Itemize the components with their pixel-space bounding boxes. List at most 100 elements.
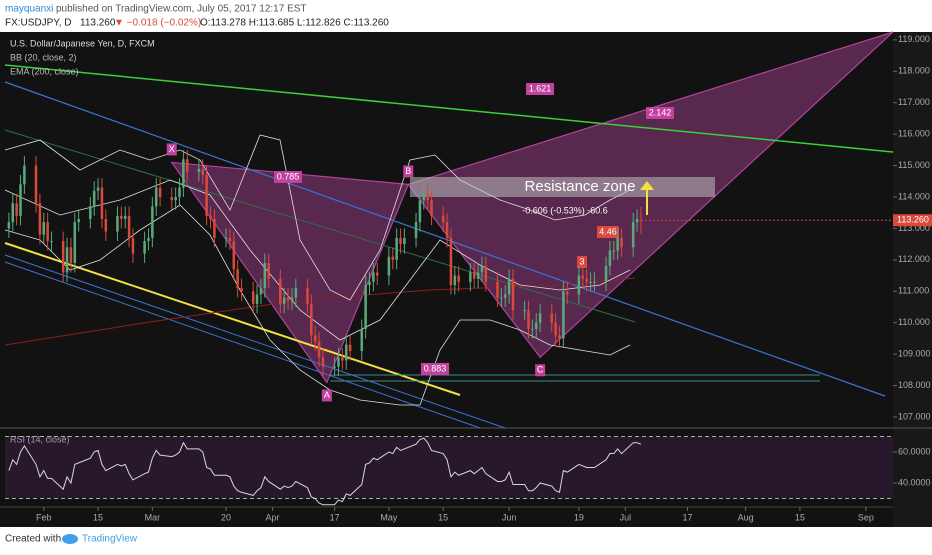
y-tick-label: 107.000 (898, 411, 931, 421)
candle-body (426, 193, 429, 201)
candle-body (562, 291, 565, 339)
x-tick-label: Jul (620, 512, 632, 522)
candle-body (240, 288, 243, 292)
trend-line (4, 129, 636, 323)
candle-body (267, 263, 270, 279)
rsi-tick-label: 60.0000 (898, 446, 931, 456)
y-tick-label: 111.000 (898, 286, 929, 296)
last-price-label: 113.260 (897, 215, 929, 225)
candle-body (104, 219, 108, 232)
y-tick-label: 108.000 (898, 380, 931, 390)
trend-line (4, 81, 886, 397)
last-price-tag (893, 214, 932, 227)
candle-body (294, 288, 298, 298)
indicator-label: EMA (200, close) (10, 66, 79, 76)
candle-body (34, 165, 38, 204)
candle-body (511, 278, 515, 311)
candle-body (182, 159, 185, 188)
user-name[interactable]: mayquanxi (5, 4, 53, 15)
logo-cloud (62, 534, 78, 544)
candle-body (484, 266, 488, 282)
trend-line (4, 254, 506, 429)
y-tick-label: 109.000 (898, 349, 931, 359)
candle-body (472, 272, 476, 279)
annotation-box (577, 256, 587, 268)
candle-body (457, 275, 460, 282)
x-tick-label: Sep (858, 512, 874, 522)
x-tick-label: May (380, 512, 398, 522)
candle-body (65, 247, 69, 273)
candle-body (364, 285, 367, 329)
x-tick-label: Aug (738, 512, 754, 522)
y-tick-label: 113.000 (898, 223, 930, 233)
candle-body (185, 159, 189, 172)
candle-body (100, 187, 104, 219)
candle-body (286, 297, 290, 301)
candle-body (232, 241, 236, 270)
candle-body (317, 341, 321, 358)
x-tick-label: Feb (36, 512, 52, 522)
candle-body (236, 269, 239, 289)
candle-body (418, 200, 422, 223)
candle-body (395, 237, 398, 260)
change: ▼ −0.018 (−0.02%) (114, 18, 201, 29)
candle-body (399, 237, 402, 245)
x-tick-label: 17 (682, 512, 692, 522)
y-tick-label: 114.000 (898, 191, 930, 201)
candle-body (259, 288, 263, 295)
candle-body (23, 165, 26, 185)
y-tick-label: 115.000 (898, 160, 930, 170)
candle-body (174, 197, 177, 201)
candle-body (507, 278, 511, 295)
x-tick-label: Jun (502, 512, 517, 522)
candle-body (341, 357, 344, 361)
ratio-box (421, 363, 449, 375)
overlays (4, 64, 894, 429)
candle-body (38, 203, 42, 235)
candle-body (496, 281, 499, 298)
candle-body (612, 250, 616, 252)
candle-body (469, 272, 472, 282)
chart-background (0, 32, 932, 527)
ratio-box (274, 171, 302, 183)
candle-body (414, 222, 418, 238)
candle-body (50, 241, 53, 242)
resistance-zone (410, 177, 715, 197)
candle-body (631, 222, 635, 248)
candle-body (19, 184, 22, 216)
ohlc: O:113.278 H:113.685 L:112.826 C:113.260 (200, 18, 389, 29)
footer-brand[interactable]: TradingView (82, 534, 138, 545)
candle-body (89, 206, 92, 219)
pattern-point-box (166, 143, 177, 156)
y-tick-label: 112.000 (898, 254, 930, 264)
candle-body (7, 222, 11, 229)
x-tick-label: 15 (438, 512, 448, 522)
rsi-title: RSI (14, close) (10, 434, 70, 444)
candle-body (151, 206, 154, 238)
candle-body (282, 297, 286, 304)
candle-body (376, 272, 379, 276)
x-tick-label: 19 (574, 512, 584, 522)
ratio-label: 1.621 (529, 83, 552, 93)
trend-line (4, 64, 894, 153)
indicator-label: BB (20, close, 2) (10, 52, 77, 62)
x-tick-label: 20 (221, 512, 231, 522)
candle-body (430, 200, 433, 216)
candle-body (127, 215, 131, 238)
candle-body (566, 291, 569, 295)
candle-body (116, 215, 119, 232)
symbol: FX:USDJPY, D (5, 18, 72, 29)
candle-body (337, 357, 340, 367)
candle-body (228, 237, 232, 241)
annotation-box (597, 226, 619, 238)
annotation: 4.46 (599, 226, 617, 236)
candle-body (581, 275, 585, 279)
candle-body (550, 313, 554, 323)
candle-body (61, 241, 65, 273)
trend-line (4, 242, 461, 396)
rsi-tick-label: 40.0000 (898, 477, 931, 487)
bollinger-upper (4, 134, 631, 301)
pattern-point-box (403, 165, 414, 178)
candle-body (143, 241, 146, 254)
y-tick-label: 118.000 (898, 66, 930, 76)
